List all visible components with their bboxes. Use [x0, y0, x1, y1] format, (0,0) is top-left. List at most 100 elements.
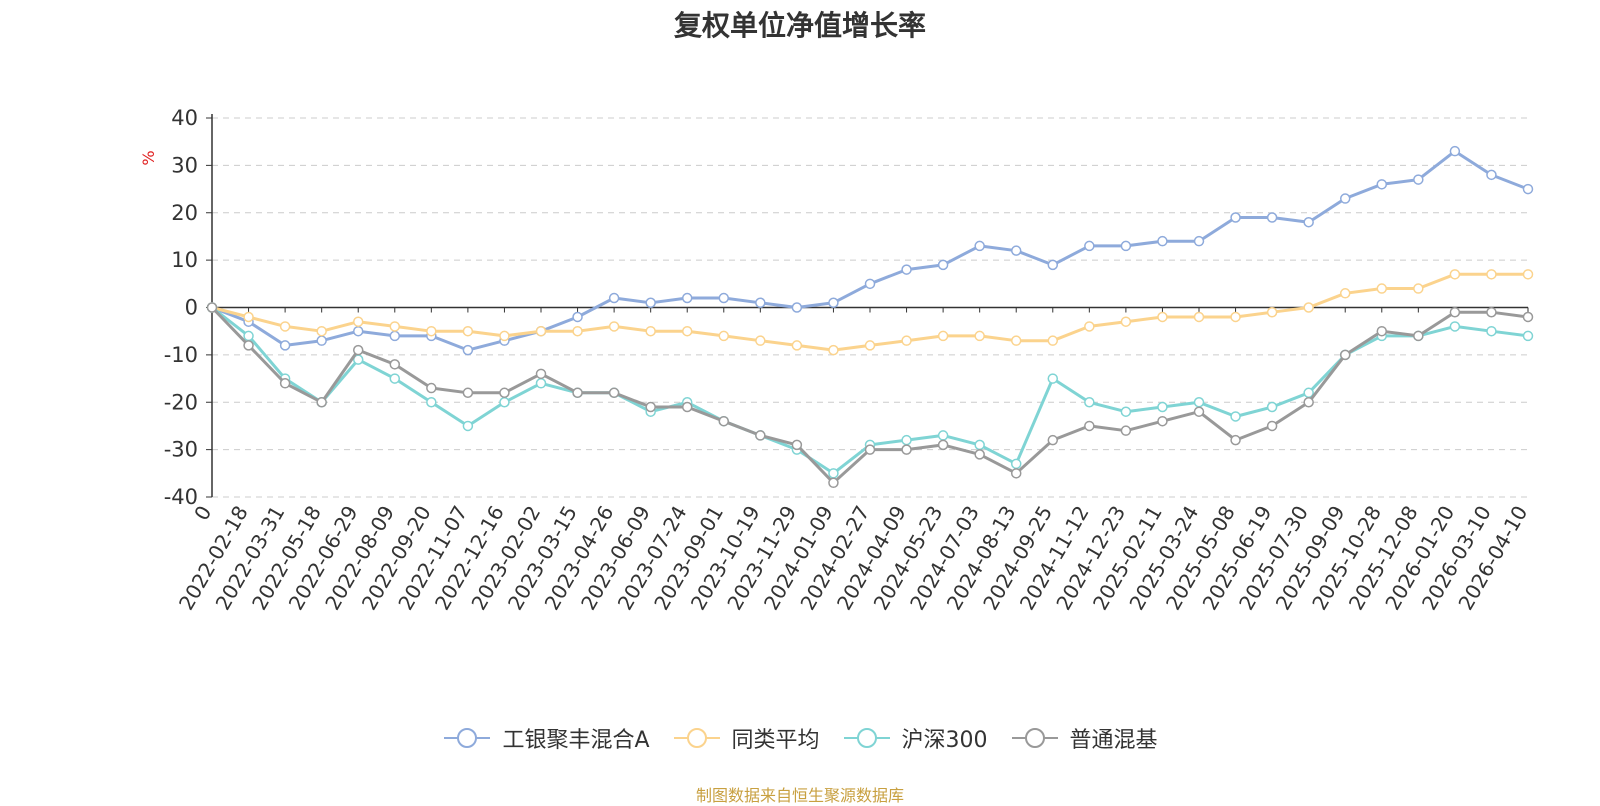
data-point: [1522, 330, 1534, 342]
data-point: [426, 325, 437, 337]
y-tick-label: -20: [164, 390, 198, 414]
data-point: [1449, 306, 1461, 318]
data-point: [462, 420, 474, 432]
data-point: [279, 321, 291, 332]
data-point: [352, 316, 364, 327]
data-point: [1413, 174, 1424, 185]
data-point: [1193, 397, 1205, 408]
data-point: [316, 335, 327, 346]
data-point: [389, 373, 401, 384]
data-point: [791, 439, 803, 451]
series-lines: [206, 145, 1534, 489]
legend-item[interactable]: 沪深300: [842, 722, 988, 754]
data-point: [718, 292, 730, 304]
data-point: [1193, 311, 1205, 323]
legend-item[interactable]: 同类平均: [672, 722, 820, 754]
data-point: [572, 325, 583, 337]
data-point: [1413, 330, 1424, 342]
data-point: [1522, 311, 1534, 323]
data-point: [1047, 434, 1059, 446]
y-tick-label: 10: [171, 248, 198, 272]
legend-item[interactable]: 工银聚丰混合A: [442, 722, 650, 754]
data-point: [1303, 397, 1314, 408]
data-point: [462, 325, 474, 337]
series-line: [210, 306, 1529, 485]
data-point: [1303, 302, 1314, 313]
data-point: [1157, 235, 1168, 247]
data-point: [828, 344, 839, 356]
data-point: [1230, 411, 1241, 422]
data-point: [1047, 373, 1059, 384]
legend-marker-icon: [673, 728, 720, 748]
data-point: [1084, 420, 1095, 432]
data-point: [1486, 169, 1497, 181]
data-point: [901, 264, 912, 275]
data-point: [1339, 288, 1351, 299]
data-point: [1339, 193, 1351, 204]
data-point: [681, 292, 693, 304]
y-tick-label: -30: [164, 438, 198, 462]
data-point: [352, 344, 364, 356]
data-point: [389, 359, 401, 370]
data-point: [535, 325, 547, 337]
data-point: [1120, 240, 1132, 252]
data-point: [572, 387, 583, 399]
data-point: [828, 477, 839, 489]
data-point: [352, 325, 364, 337]
data-point: [1339, 349, 1351, 361]
data-point: [1266, 306, 1278, 318]
data-point: [206, 302, 218, 313]
legend-label: 工银聚丰混合A: [502, 728, 650, 753]
data-point: [499, 330, 510, 342]
data-point: [755, 335, 766, 346]
data-point: [426, 397, 437, 408]
data-point: [279, 340, 291, 351]
legend-item[interactable]: 普通混基: [1010, 722, 1158, 754]
legend-label: 沪深300: [901, 728, 988, 753]
data-point: [755, 430, 766, 441]
data-point: [974, 439, 985, 451]
data-point: [937, 330, 949, 342]
legend-marker-icon: [1011, 728, 1058, 748]
data-point: [1157, 415, 1168, 427]
data-point: [462, 344, 474, 356]
data-point: [645, 325, 656, 337]
axes: 403020100-10-20-30-4002022-02-182022-03-…: [164, 106, 1533, 614]
data-point: [1376, 325, 1388, 337]
legend: 工银聚丰混合A 同类平均 沪深300 普通混基: [0, 722, 1600, 754]
data-point: [681, 401, 693, 413]
data-point: [974, 330, 985, 342]
data-point: [1376, 179, 1388, 190]
source-note: 制图数据来自恒生聚源数据库: [695, 786, 904, 805]
data-point: [1376, 283, 1388, 294]
data-point: [1522, 269, 1534, 280]
data-point: [535, 378, 547, 389]
y-tick-label: 20: [171, 201, 198, 225]
data-point: [243, 330, 254, 342]
data-point: [901, 434, 912, 446]
data-point: [1010, 245, 1022, 256]
y-tick-label: 40: [171, 106, 198, 130]
data-point: [608, 292, 620, 304]
data-point: [1120, 425, 1132, 436]
legend-marker-icon: [843, 728, 890, 748]
data-point: [389, 330, 401, 342]
data-point: [645, 401, 656, 413]
data-point: [864, 340, 876, 351]
data-point: [901, 335, 912, 346]
data-point: [1449, 269, 1461, 280]
data-point: [1120, 316, 1132, 327]
data-point: [243, 311, 254, 323]
data-point: [535, 368, 547, 380]
data-point: [864, 444, 876, 455]
data-point: [1120, 406, 1132, 417]
data-point: [1266, 212, 1278, 223]
data-point: [1157, 401, 1168, 413]
data-point: [1486, 306, 1497, 318]
data-point: [791, 340, 803, 351]
data-point: [937, 259, 949, 271]
data-point: [1084, 397, 1095, 408]
data-point: [681, 325, 693, 337]
data-point: [1486, 269, 1497, 280]
